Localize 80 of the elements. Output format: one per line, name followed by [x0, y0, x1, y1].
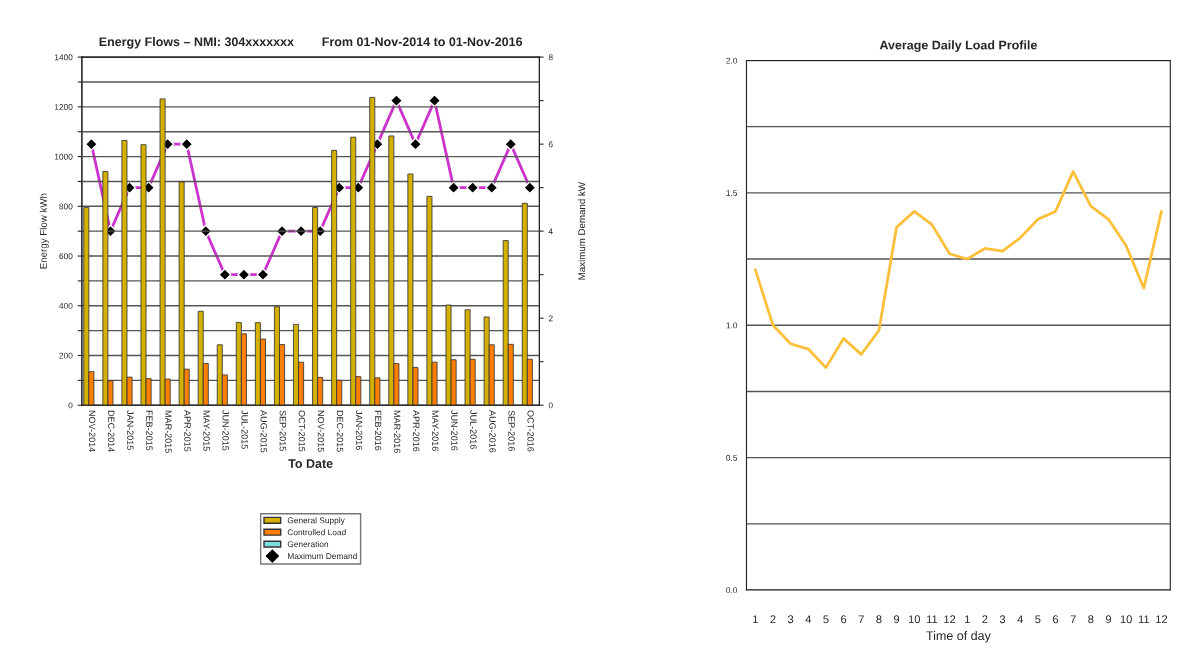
y-tick-label: 600 — [59, 253, 73, 260]
x-tick-label: 4 — [805, 615, 812, 624]
x-tick-label: APR-2015 — [184, 410, 191, 452]
x-tick-label: APR-2016 — [413, 410, 420, 452]
x-tick-label: 7 — [1070, 615, 1076, 624]
x-tick-label: AUG-2016 — [489, 410, 496, 453]
x-tick-label: NOV-2014 — [88, 410, 96, 452]
x-tick-label: FEB-2016 — [374, 410, 382, 451]
y2-tick-label: 2 — [548, 315, 553, 322]
y-tick-label: 0 — [68, 402, 73, 409]
x-tick-label: MAY-2016 — [432, 410, 439, 451]
y-tick-label: 400 — [59, 302, 73, 309]
x-tick-label: SEP-2015 — [279, 410, 287, 451]
legend-label: Maximum Demand — [288, 552, 357, 560]
bar — [312, 207, 319, 406]
x-axis-title: To Date — [288, 459, 333, 468]
x-tick-label: JUL-2016 — [470, 410, 477, 449]
x-tick-label: JUN-2016 — [451, 410, 458, 451]
x-tick-label: 10 — [1120, 615, 1132, 624]
x-tick-label: SEP-2016 — [508, 410, 515, 451]
x-tick-label: 11 — [1138, 615, 1150, 624]
x-tick-label: 2 — [982, 615, 988, 624]
y-tick-label: 1400 — [54, 54, 73, 61]
x-tick-label: 12 — [1156, 615, 1168, 624]
legend-label: Controlled Load — [287, 529, 346, 536]
x-tick-label: DEC-2014 — [108, 410, 115, 452]
y-tick-label: 200 — [59, 352, 73, 359]
x-tick-label: OCT-2016 — [527, 410, 534, 452]
x-tick-label: 9 — [894, 615, 900, 624]
y-tick-label: 0.5 — [726, 454, 738, 461]
x-tick-label: 5 — [823, 615, 829, 624]
x-tick-label: 7 — [858, 615, 864, 624]
x-tick-label: 9 — [1105, 615, 1112, 624]
x-tick-label: 12 — [944, 615, 956, 624]
y2-axis-title: Maximum Demand kW — [578, 182, 586, 280]
y2-tick-label: 6 — [548, 141, 553, 148]
y-tick-label: 1.5 — [726, 190, 738, 196]
x-tick-label: FEB-2015 — [146, 410, 153, 451]
y-tick-label: 2.0 — [726, 57, 738, 64]
y2-tick-label: 0 — [548, 402, 553, 409]
legend-label: Generation — [287, 541, 329, 548]
y-tick-label: 1000 — [54, 153, 73, 160]
y-tick-label: 800 — [59, 203, 73, 210]
x-tick-label: NOV-2015 — [317, 410, 325, 452]
bar — [331, 149, 338, 406]
x-tick-label: 8 — [1088, 615, 1094, 624]
x-tick-label: MAR-2015 — [165, 410, 172, 453]
chart-title: Average Daily Load Profile — [879, 40, 1037, 53]
x-tick-label: 1 — [753, 615, 758, 624]
line-series — [753, 170, 1163, 369]
x-tick-label: AUG-2015 — [260, 410, 267, 453]
x-tick-label: 6 — [1052, 615, 1059, 624]
y-tick-label: 0.0 — [726, 587, 738, 594]
y2-tick-label: 4 — [548, 228, 553, 235]
x-tick-label: JUL-2015 — [241, 410, 248, 449]
legend-label: General Supply — [287, 517, 345, 525]
x-axis-title: Time of day — [926, 630, 991, 643]
y-tick-label: 1200 — [54, 104, 73, 110]
y-tick-label: 1.0 — [726, 322, 738, 329]
x-tick-label: JAN-2016 — [355, 410, 363, 450]
y-axis-title: Energy Flow kWh — [39, 193, 49, 269]
chart-title: Energy Flows – NMI: 304xxxxxxx From 01-Nov-2014 to 01-Nov-2016 — [99, 36, 523, 49]
x-tick-label: 8 — [876, 615, 882, 624]
x-tick-label: 2 — [770, 615, 776, 624]
x-tick-label: DEC-2015 — [336, 410, 344, 452]
x-tick-label: OCT-2015 — [298, 410, 306, 452]
y2-tick-label: 8 — [548, 54, 553, 61]
x-tick-label: MAR-2016 — [393, 410, 401, 453]
x-tick-label: 10 — [908, 615, 920, 624]
x-tick-label: 4 — [1017, 615, 1023, 624]
x-tick-label: 3 — [999, 615, 1006, 624]
x-tick-label: 3 — [787, 615, 794, 624]
x-tick-label: MAY-2015 — [203, 410, 210, 451]
x-tick-label: 6 — [841, 615, 847, 624]
x-tick-label: JAN-2015 — [127, 410, 134, 450]
x-tick-label: 5 — [1035, 615, 1041, 624]
x-tick-label: 1 — [964, 615, 970, 624]
x-tick-label: 11 — [926, 615, 938, 624]
bar — [350, 136, 357, 406]
x-tick-label: JUN-2015 — [222, 410, 229, 451]
